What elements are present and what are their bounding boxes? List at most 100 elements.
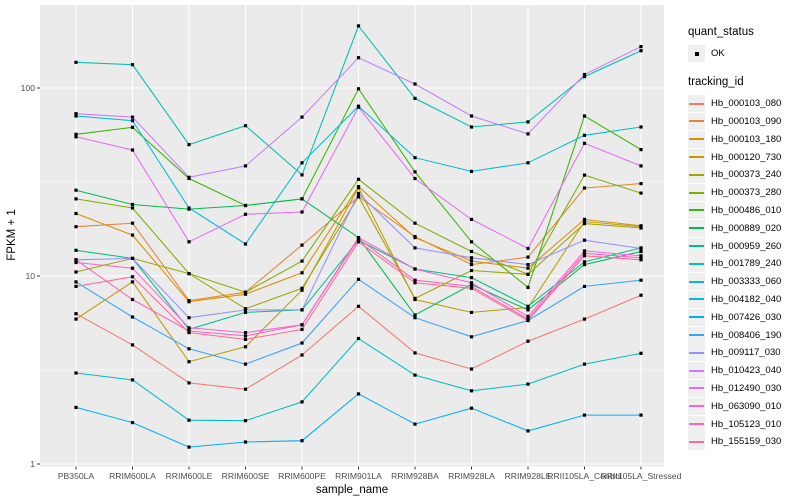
data-point xyxy=(469,217,474,221)
data-point xyxy=(469,284,474,288)
data-point xyxy=(639,148,643,152)
legend-item-label: Hb_003333_060 xyxy=(711,276,782,288)
data-point xyxy=(130,280,135,284)
y-tick-label: 10 xyxy=(25,271,35,281)
data-point xyxy=(243,362,248,366)
data-point xyxy=(469,276,474,280)
legend-item-label: Hb_010423_040 xyxy=(711,365,782,377)
data-point xyxy=(639,258,643,262)
data-point xyxy=(469,125,474,129)
legend-line-swatch xyxy=(689,298,704,301)
data-point xyxy=(469,259,474,263)
data-point xyxy=(639,413,643,417)
data-point xyxy=(130,256,135,260)
legend-item-Hb_000120_730: Hb_000120_730 xyxy=(688,148,781,166)
legend-key xyxy=(688,362,705,380)
x-tick-label: RRII105LA_Stressed xyxy=(601,471,682,481)
x-tick-label: PB350LA xyxy=(58,471,95,481)
data-point xyxy=(74,405,78,409)
legend: quant_status OK tracking_id Hb_000103_08… xyxy=(688,26,781,451)
tracking-id-legend: tracking_id Hb_000103_080 Hb_000103_090 Hb… xyxy=(688,76,781,451)
x-tick-label: RRIM600SE xyxy=(222,471,270,481)
data-point xyxy=(74,270,78,274)
data-point xyxy=(413,296,417,300)
legend-item-Hb_000103_080: Hb_000103_080 xyxy=(688,95,781,113)
data-point xyxy=(74,284,78,288)
data-point xyxy=(526,318,530,323)
data-point xyxy=(413,351,417,355)
legend-item-Hb_008406_190: Hb_008406_190 xyxy=(688,326,781,344)
data-point xyxy=(187,240,191,244)
legend-line-swatch xyxy=(689,387,704,390)
data-point xyxy=(526,120,530,124)
data-point xyxy=(300,286,304,290)
data-point xyxy=(187,418,191,422)
legend-item-label: Hb_008406_190 xyxy=(711,329,782,341)
data-point xyxy=(582,72,587,77)
legend-item-label: Hb_000373_240 xyxy=(711,169,782,181)
data-point xyxy=(413,316,417,320)
data-point xyxy=(582,173,587,177)
data-point xyxy=(413,221,417,225)
data-point xyxy=(300,173,304,177)
legend-key xyxy=(688,237,705,255)
legend-item-Hb_000889_020: Hb_000889_020 xyxy=(688,219,781,237)
data-point xyxy=(356,177,361,181)
data-point xyxy=(413,236,417,240)
legend-item-label: Hb_000373_280 xyxy=(711,187,782,199)
data-point xyxy=(469,310,474,314)
data-point xyxy=(582,219,587,224)
data-point xyxy=(356,240,361,244)
data-point xyxy=(300,353,304,357)
legend-line-swatch xyxy=(689,138,704,141)
data-point xyxy=(356,56,361,60)
data-point xyxy=(526,304,530,308)
legend-line-swatch xyxy=(689,316,704,319)
legend-key xyxy=(688,130,705,148)
quant-status-label: OK xyxy=(711,48,725,60)
data-point xyxy=(413,96,417,100)
x-tick-label: RRIM600LE xyxy=(166,471,213,481)
data-point xyxy=(469,114,474,118)
legend-key xyxy=(688,415,705,433)
data-point xyxy=(469,268,474,273)
legend-item-Hb_000373_280: Hb_000373_280 xyxy=(688,184,781,202)
data-point xyxy=(413,278,417,282)
data-point xyxy=(300,161,304,165)
legend-key xyxy=(688,184,705,202)
data-point xyxy=(74,135,78,139)
legend-item-Hb_012490_030: Hb_012490_030 xyxy=(688,379,781,398)
data-point xyxy=(130,119,135,123)
data-point xyxy=(639,249,643,254)
data-point xyxy=(130,125,135,129)
data-point xyxy=(74,211,78,216)
legend-item-Hb_010423_040: Hb_010423_040 xyxy=(688,362,781,380)
legend-line-swatch xyxy=(689,191,704,194)
data-point xyxy=(243,331,248,335)
data-point xyxy=(187,143,191,147)
legend-key xyxy=(688,290,705,308)
data-point xyxy=(639,351,643,355)
data-point xyxy=(639,182,643,186)
data-point xyxy=(187,272,191,276)
legend-item-label: Hb_009117_030 xyxy=(711,347,781,359)
x-tick-label: RRII105LA_Control xyxy=(547,471,622,481)
data-point xyxy=(243,308,248,312)
data-point xyxy=(130,343,135,347)
data-point xyxy=(130,275,135,279)
legend-item-Hb_000103_090: Hb_000103_090 xyxy=(688,112,781,131)
data-point xyxy=(130,148,135,152)
data-point xyxy=(582,263,587,267)
legend-key xyxy=(688,308,705,326)
data-point xyxy=(130,115,135,119)
data-point xyxy=(639,246,643,251)
y-tick-label: 100 xyxy=(21,83,36,93)
data-point xyxy=(413,82,417,86)
x-tick-label: RRIM901LA xyxy=(335,471,382,481)
data-point xyxy=(130,266,135,270)
data-point xyxy=(639,293,643,297)
data-point xyxy=(243,337,248,341)
quant-status-legend-title: quant_status xyxy=(688,26,754,38)
x-tick-label: RRIM928LE xyxy=(505,471,552,481)
legend-item-label: Hb_155159_030 xyxy=(711,436,782,448)
